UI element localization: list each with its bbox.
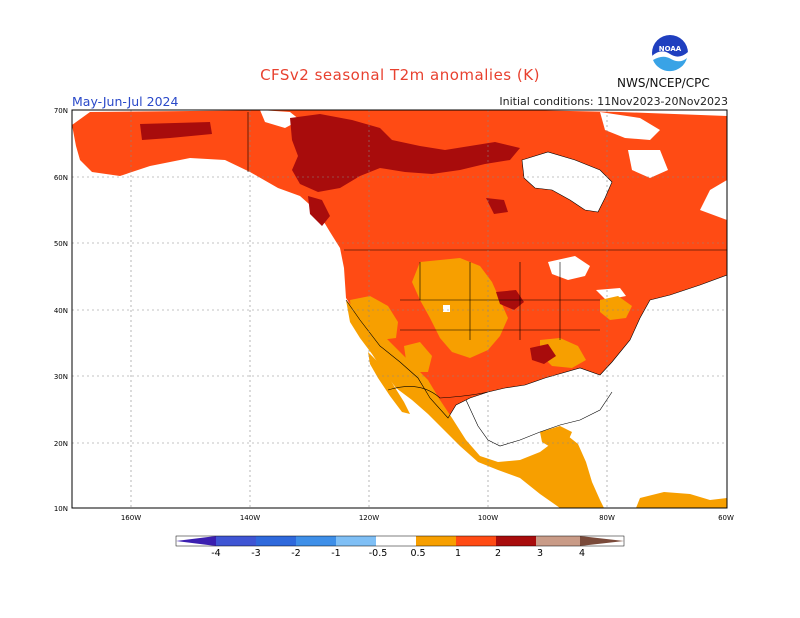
colorbar-label: 2 <box>495 548 501 559</box>
gridlines <box>72 110 727 508</box>
colorbar-label: -0.5 <box>369 548 388 559</box>
hudson-bay <box>522 152 612 212</box>
season-label: May-Jun-Jul 2024 <box>72 94 179 109</box>
colorbar-segment <box>456 536 496 546</box>
colorbar-segment <box>376 536 416 546</box>
initial-conditions-label: Initial conditions: 11Nov2023-20Nov2023 <box>499 95 728 108</box>
borders <box>247 112 727 447</box>
colorbar-label: -2 <box>291 548 300 559</box>
colorbar-label: 1 <box>455 548 461 559</box>
lat-label: 20N <box>54 440 68 448</box>
lat-label: 40N <box>54 307 68 315</box>
lat-label: 50N <box>54 240 68 248</box>
colorbar-segment <box>536 536 580 546</box>
colorbar-label: 0.5 <box>410 548 425 559</box>
lon-label: 140W <box>240 514 260 522</box>
colorbar-segment <box>336 536 376 546</box>
land-anomaly-2-3-yukon <box>290 114 520 192</box>
lon-label: 60W <box>718 514 734 522</box>
lat-label: 60N <box>54 174 68 182</box>
colorbar-label: -3 <box>251 548 260 559</box>
colorbar-arrow-left <box>176 536 216 546</box>
colorbar: -4 -3 -2 -1 -0.5 0.5 1 2 3 4 <box>175 535 625 559</box>
lon-label: 100W <box>478 514 498 522</box>
longitude-labels: 160W 140W 120W 100W 80W 60W <box>121 514 734 522</box>
lon-label: 160W <box>121 514 141 522</box>
noaa-logo-text: NOAA <box>659 45 682 53</box>
colorbar-segment <box>496 536 536 546</box>
colorbar-label: 4 <box>579 548 585 559</box>
lon-label: 120W <box>359 514 379 522</box>
gulf-of-mexico <box>466 372 612 446</box>
lat-label: 10N <box>54 505 68 513</box>
lat-label: 70N <box>54 107 68 115</box>
colorbar-label: -4 <box>211 548 220 559</box>
lat-label: 30N <box>54 373 68 381</box>
colorbar-segment <box>416 536 456 546</box>
map-title: CFSv2 seasonal T2m anomalies (K) <box>260 66 540 84</box>
agency-label: NWS/NCEP/CPC <box>617 76 710 90</box>
colorbar-label: -1 <box>331 548 340 559</box>
land-anomaly-0.5-1-mexico <box>346 300 604 508</box>
map-field <box>72 110 727 508</box>
colorbar-segment <box>256 536 296 546</box>
latitude-labels: 70N 60N 50N 40N 30N 20N 10N <box>54 107 68 513</box>
colorbar-arrow-right <box>580 536 624 546</box>
colorbar-segment <box>296 536 336 546</box>
colorbar-label: 3 <box>537 548 543 559</box>
noaa-logo: NOAA <box>652 35 688 72</box>
land-anomaly-0.5-1-west-us <box>412 258 508 358</box>
colorbar-segment <box>216 536 256 546</box>
map-frame <box>71 109 728 509</box>
lon-label: 80W <box>599 514 615 522</box>
